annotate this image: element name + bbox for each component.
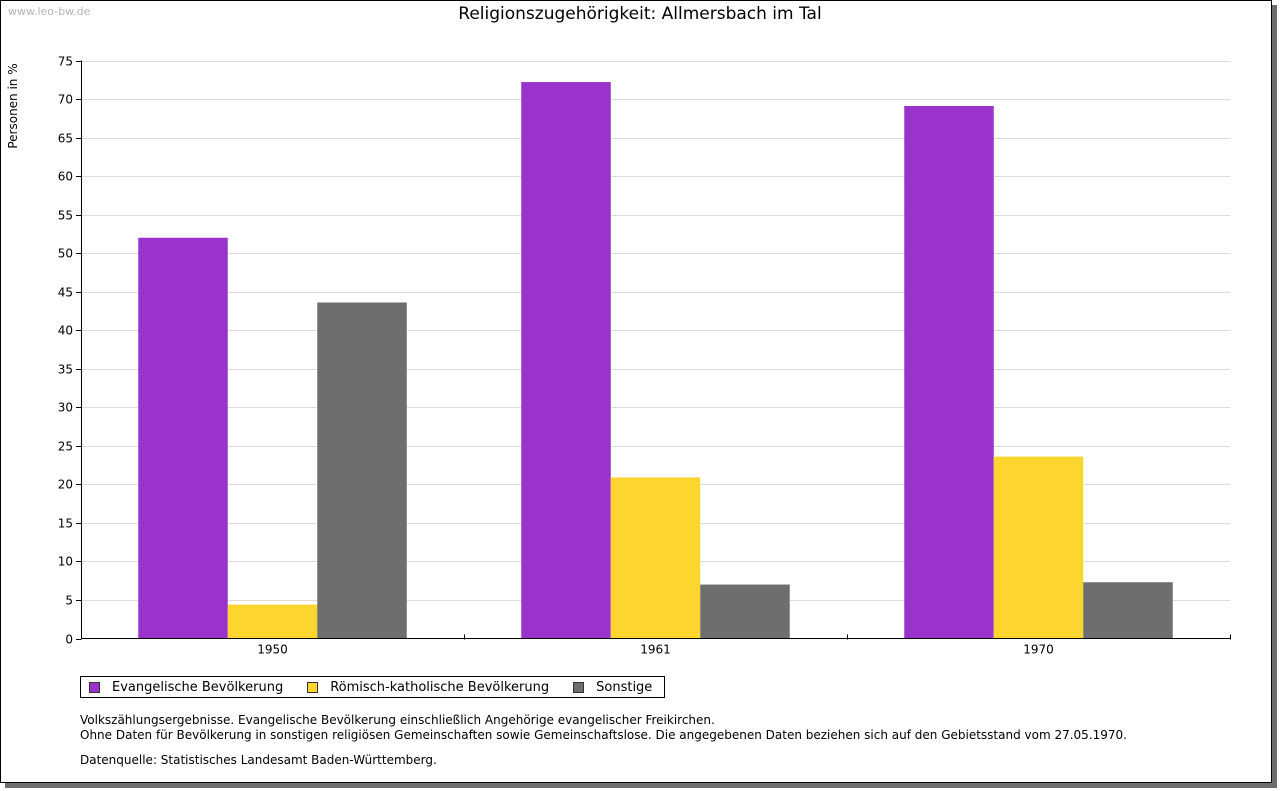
legend-item: Römisch-katholische Bevölkerung — [307, 680, 549, 695]
legend-label: Sonstige — [596, 679, 653, 695]
bar — [700, 584, 790, 639]
data-source: Datenquelle: Statistisches Landesamt Bad… — [80, 753, 437, 767]
y-tick-label: 15 — [58, 517, 73, 531]
notes: Volkszählungsergebnisse. Evangelische Be… — [80, 713, 1127, 768]
watermark: www.leo-bw.de — [8, 5, 91, 18]
y-tick-label: 55 — [58, 209, 73, 223]
bar — [317, 302, 407, 639]
y-tick-label: 0 — [65, 633, 73, 647]
x-tick-label: 1970 — [1023, 643, 1054, 657]
y-tick-label: 50 — [58, 247, 73, 261]
legend-item: Evangelische Bevölkerung — [89, 680, 283, 695]
legend-swatch — [89, 681, 100, 693]
bar — [227, 604, 318, 639]
legend-item: Sonstige — [573, 680, 652, 695]
note-line-2: Ohne Daten für Bevölkerung in sonstigen … — [80, 728, 1127, 742]
y-tick-label: 30 — [58, 401, 73, 415]
bar — [610, 477, 701, 639]
y-tick-label: 45 — [58, 286, 73, 300]
bar — [1083, 582, 1173, 639]
y-tick-label: 10 — [58, 555, 73, 569]
y-tick-label: 60 — [58, 170, 73, 184]
y-tick-label: 20 — [58, 478, 73, 492]
y-tick-label: 40 — [58, 324, 73, 338]
legend: Evangelische Bevölkerung Römisch-katholis… — [80, 676, 666, 698]
legend-swatch — [307, 681, 319, 693]
y-tick-label: 65 — [58, 132, 73, 146]
x-tick-label: 1950 — [257, 643, 288, 657]
y-tick-label: 75 — [58, 55, 73, 69]
y-tick-label: 25 — [58, 440, 73, 454]
bar — [904, 105, 994, 639]
legend-label: Evangelische Bevölkerung — [112, 679, 284, 695]
y-tick-label: 35 — [58, 363, 73, 377]
y-tick-label: 5 — [65, 594, 73, 608]
bar — [138, 237, 228, 639]
bar-chart: 0 5 10 15 20 25 30 35 40 45 50 55 60 65 70 75 1950 1961 19… — [58, 55, 1231, 657]
bar — [993, 456, 1084, 639]
legend-swatch — [573, 681, 585, 693]
note-line-1: Volkszählungsergebnisse. Evangelische Be… — [80, 713, 715, 727]
legend-label: Römisch-katholische Bevölkerung — [330, 679, 550, 695]
bar — [521, 82, 611, 639]
chart-title: Religionszugehörigkeit: Allmersbach im T… — [458, 4, 822, 24]
x-tick-label: 1961 — [640, 643, 671, 657]
y-tick-label: 70 — [58, 93, 73, 107]
